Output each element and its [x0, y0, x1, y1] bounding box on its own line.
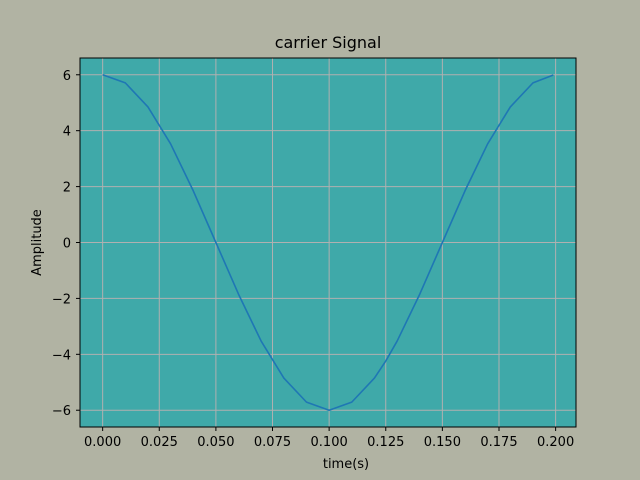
x-tick-label: 0.100 [311, 435, 348, 450]
x-axis: 0.000 0.025 0.050 0.075 0.100 0.125 0.150 0.175… [84, 427, 574, 450]
y-tick-label: −4 [52, 348, 71, 363]
y-tick-label: 2 [63, 181, 71, 196]
x-axis-title: time(s) [323, 457, 369, 472]
x-tick-label: 0.150 [424, 435, 461, 450]
y-tick-label: 0 [63, 237, 71, 252]
series-layer [102, 74, 554, 412]
y-tick-label: 6 [63, 69, 71, 84]
x-tick-label: 0.075 [254, 435, 291, 450]
x-tick-label: 0.125 [367, 435, 404, 450]
chart-title: carrier Signal [275, 33, 382, 52]
series-line [102, 74, 554, 412]
y-axis: −6 −4 −2 0 2 4 6 [52, 69, 80, 419]
x-tick-label: 0.025 [141, 435, 178, 450]
y-tick-label: −2 [52, 292, 71, 307]
y-tick-label: −6 [52, 404, 71, 419]
y-axis-title: Amplitude [30, 209, 45, 276]
x-tick-label: 0.050 [197, 435, 234, 450]
x-tick-label: 0.200 [537, 435, 574, 450]
x-tick-label: 0.000 [84, 435, 121, 450]
x-tick-label: 0.175 [480, 435, 517, 450]
y-tick-label: 4 [63, 125, 71, 140]
